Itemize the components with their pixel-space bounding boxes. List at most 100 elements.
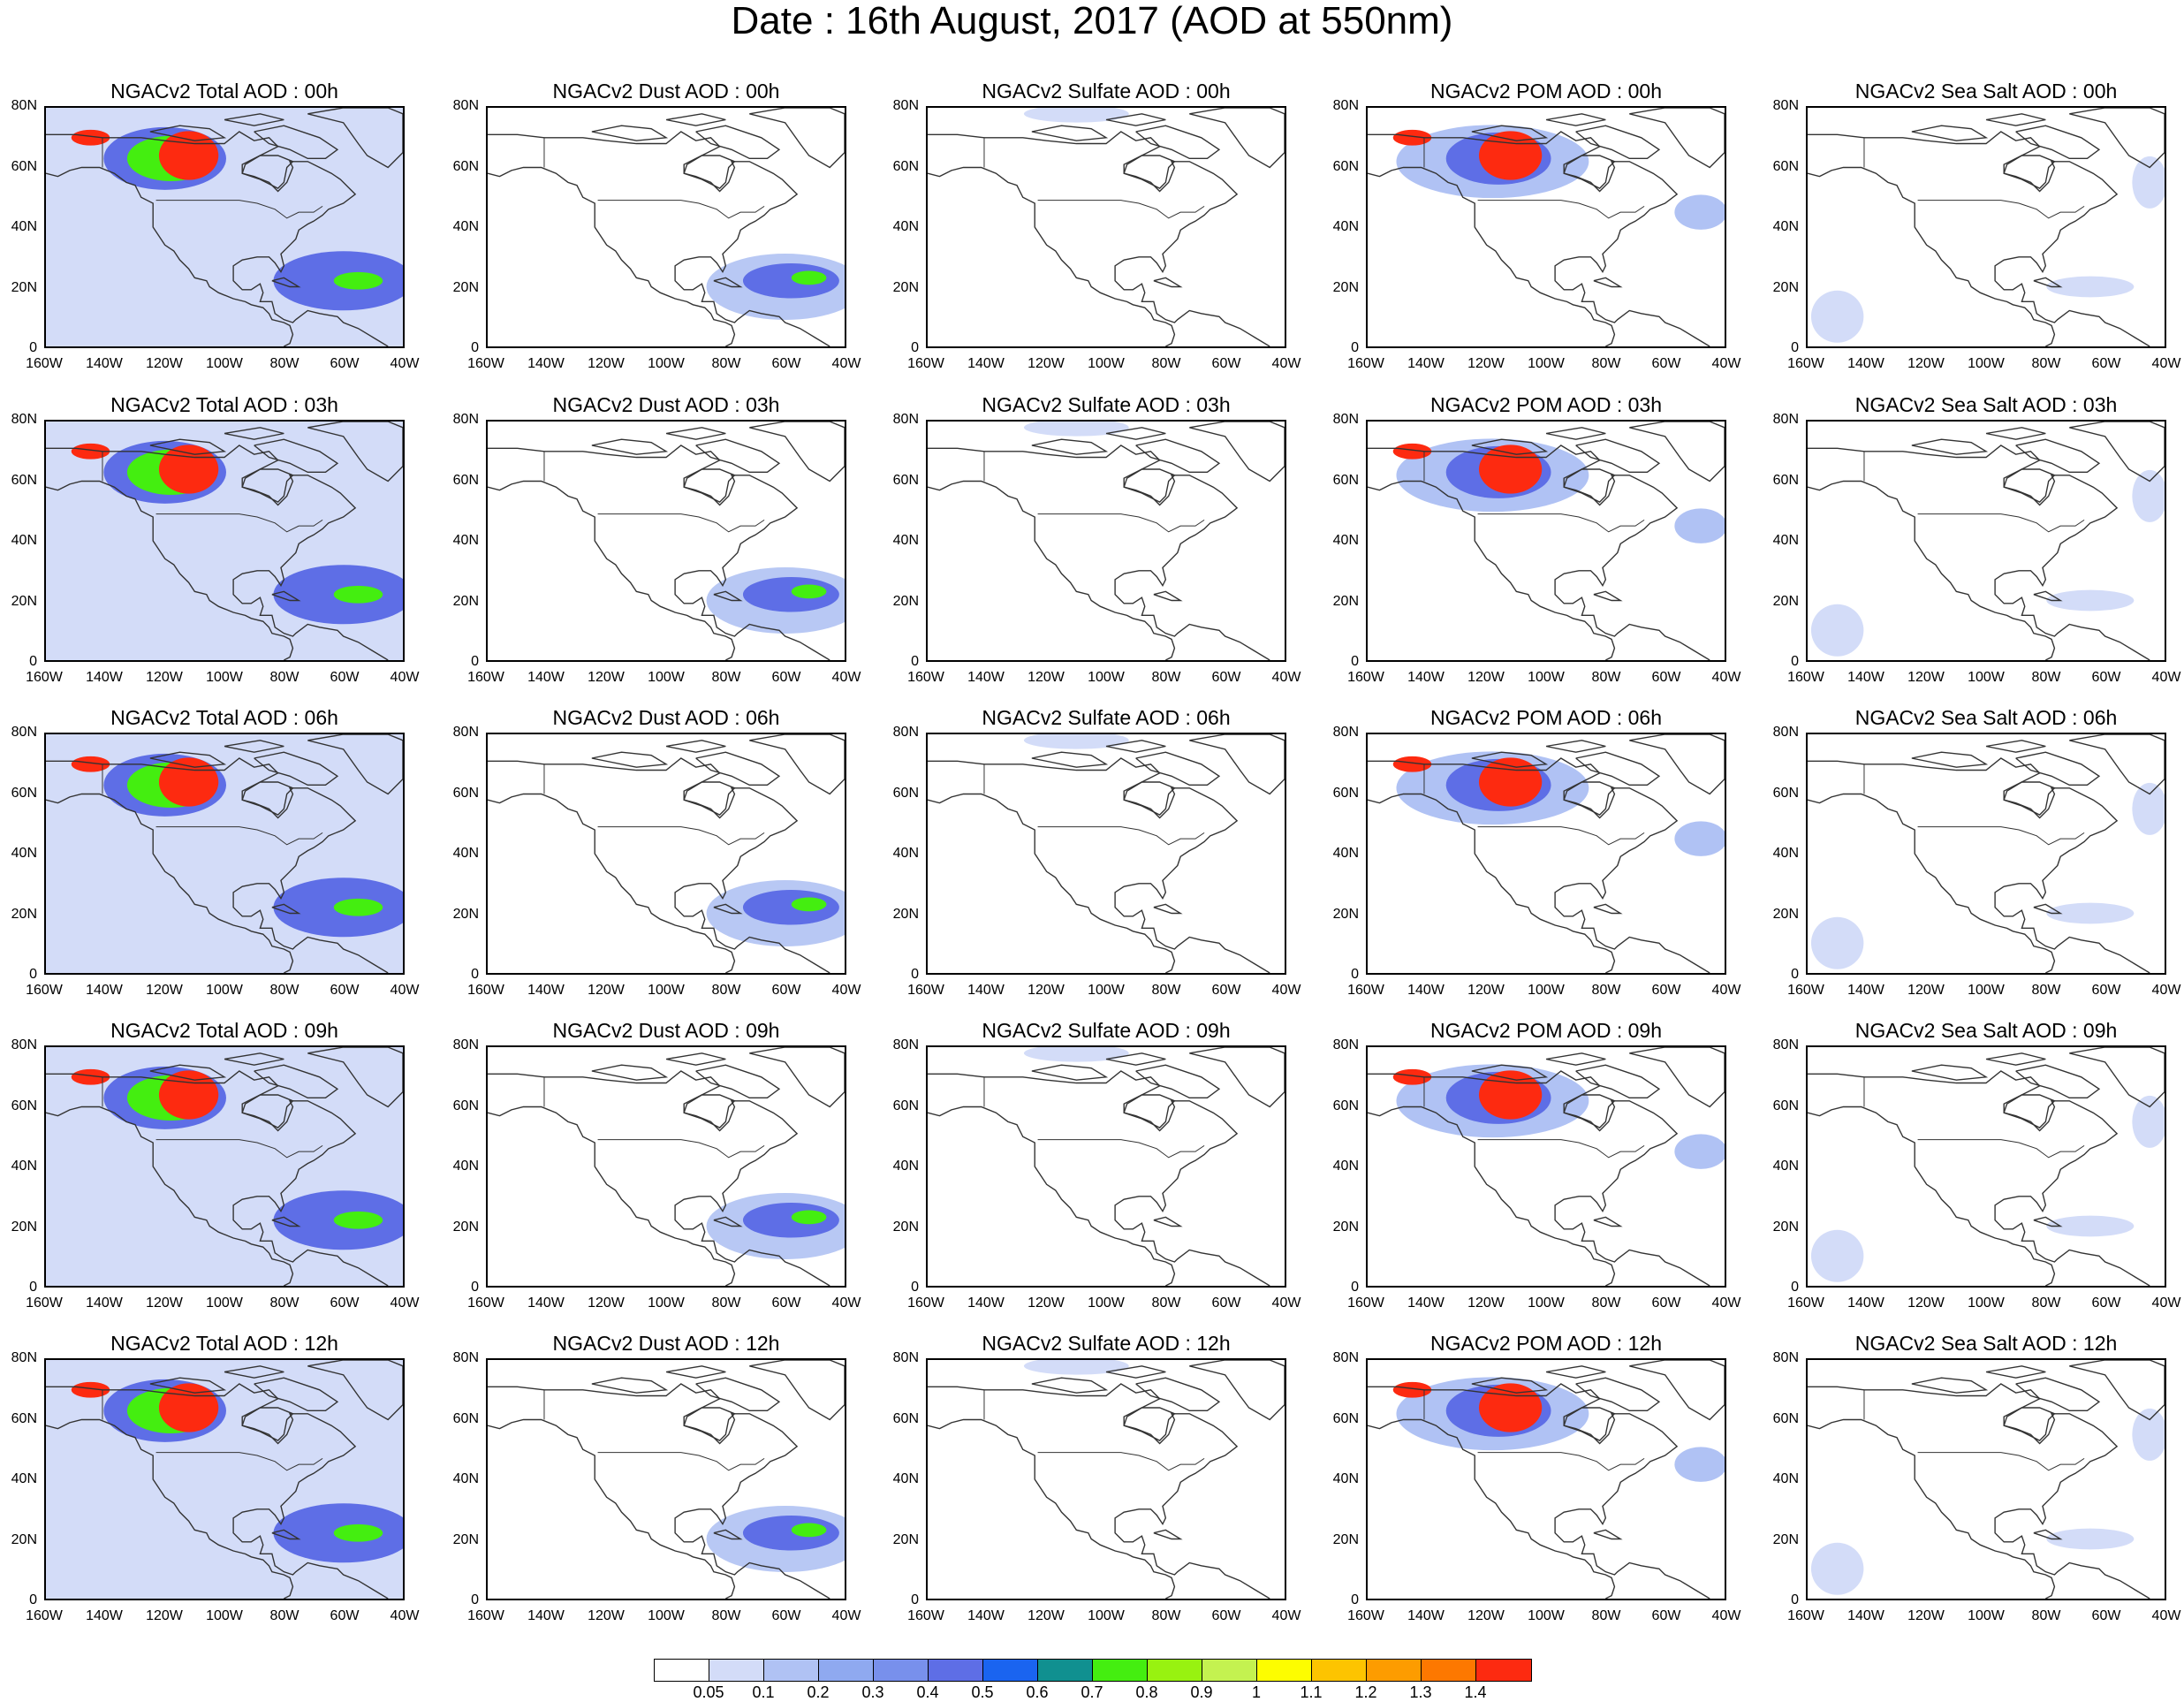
map-svg [1368,108,1725,346]
y-tick-label: 60N [1772,1410,1799,1426]
x-tick-label: 100W [1088,983,1125,998]
x-tick-label: 100W [1088,670,1125,685]
dust-core [333,271,383,290]
y-tick-label: 40N [1772,219,1799,234]
y-tick-label: 60N [1332,785,1359,801]
colorbar-label: 0.3 [861,1683,884,1701]
x-tick-label: 60W [1211,1608,1241,1623]
colorbar-swatch [1476,1660,1531,1681]
y-tick-label: 0 [1351,1592,1359,1607]
x-tick-label: 120W [1028,356,1065,371]
colorbar-swatch [983,1660,1038,1681]
x-tick-label: 140W [967,1295,1005,1311]
y-tick-label: 20N [1332,279,1359,295]
x-tick-label: 140W [1407,1608,1445,1623]
map-panel [926,420,1286,662]
map-svg [928,1047,1285,1286]
x-tick-label: 140W [1407,670,1445,685]
x-tick-label: 40W [1711,1295,1741,1311]
x-tick-label: 120W [1907,1295,1945,1311]
y-tick-label: 0 [1791,654,1799,669]
panel-title: NGACv2 Dust AOD : 00h [552,80,780,103]
x-tick-label: 60W [771,1608,801,1623]
map-svg [46,734,403,973]
y-tick-label: 20N [1772,1531,1799,1547]
y-tick-label: 0 [911,340,919,355]
seasalt-patch [2046,1215,2135,1237]
x-tick-label: 140W [86,1295,123,1311]
x-tick-label: 40W [1271,356,1301,371]
map-svg [46,1360,403,1599]
x-tick-label: 60W [2091,670,2121,685]
x-tick-label: 160W [907,1608,944,1623]
y-tick-label: 0 [471,1280,479,1295]
map-panel [1806,106,2166,348]
panel-title: NGACv2 Total AOD : 12h [110,1332,338,1355]
y-tick-label: 40N [11,219,37,234]
x-tick-label: 60W [771,356,801,371]
y-tick-label: 0 [1791,1280,1799,1295]
panel-title: NGACv2 Total AOD : 09h [110,1019,338,1042]
x-tick-label: 100W [648,983,685,998]
y-tick-label: 40N [11,533,37,548]
x-tick-label: 60W [330,1295,360,1311]
panel-title: NGACv2 Dust AOD : 09h [552,1019,780,1042]
y-tick-label: 40N [1332,1471,1359,1486]
y-tick-label: 40N [1332,533,1359,548]
y-tick-label: 80N [11,98,37,113]
x-tick-label: 120W [1467,983,1505,998]
x-tick-label: 160W [26,356,63,371]
x-tick-label: 40W [2151,356,2181,371]
x-tick-label: 60W [1651,1608,1681,1623]
x-tick-label: 120W [588,1608,625,1623]
panel-title: NGACv2 Sea Salt AOD : 00h [1854,80,2118,103]
x-tick-label: 100W [1528,983,1565,998]
x-tick-label: 120W [588,356,625,371]
smoke-core [158,1070,219,1120]
x-tick-label: 80W [1151,1295,1181,1311]
x-tick-label: 100W [648,1608,685,1623]
x-tick-label: 60W [1211,356,1241,371]
y-tick-label: 60N [11,1098,37,1113]
seasalt-patch [1810,604,1864,657]
x-tick-label: 100W [1968,1295,2005,1311]
x-tick-label: 80W [2031,670,2061,685]
map-svg [1808,734,2165,973]
y-tick-label: 0 [1351,967,1359,982]
y-tick-label: 40N [452,533,479,548]
y-tick-label: 80N [11,412,37,427]
y-tick-label: 20N [892,1219,919,1235]
map-panel [1366,733,1726,975]
y-tick-label: 40N [11,846,37,861]
y-tick-label: 60N [1332,472,1359,488]
x-tick-label: 160W [1347,356,1384,371]
panel-title: NGACv2 Dust AOD : 03h [552,393,780,416]
x-tick-label: 160W [1787,670,1824,685]
y-tick-label: 60N [452,472,479,488]
map-svg [928,1360,1285,1599]
x-tick-label: 100W [206,1295,243,1311]
y-tick-label: 60N [452,1410,479,1426]
map-svg [46,1047,403,1286]
y-tick-label: 60N [1332,1098,1359,1113]
y-tick-label: 20N [1772,593,1799,609]
x-tick-label: 60W [1651,983,1681,998]
seasalt-patch [1810,916,1864,969]
y-tick-label: 0 [29,654,37,669]
y-tick-label: 80N [452,1350,479,1365]
x-tick-label: 140W [527,983,565,998]
map-svg [46,108,403,346]
y-tick-label: 40N [452,1159,479,1174]
y-tick-label: 80N [452,725,479,740]
map-panel [486,420,846,662]
x-tick-label: 120W [588,983,625,998]
y-tick-label: 40N [1772,846,1799,861]
map-panel [486,106,846,348]
colorbar-swatch [1038,1660,1093,1681]
x-tick-label: 160W [467,670,504,685]
colorbar-swatch [1367,1660,1422,1681]
map-panel [1366,1045,1726,1288]
seasalt-patch [2132,156,2165,209]
x-tick-label: 160W [1787,1608,1824,1623]
y-tick-label: 60N [1772,785,1799,801]
